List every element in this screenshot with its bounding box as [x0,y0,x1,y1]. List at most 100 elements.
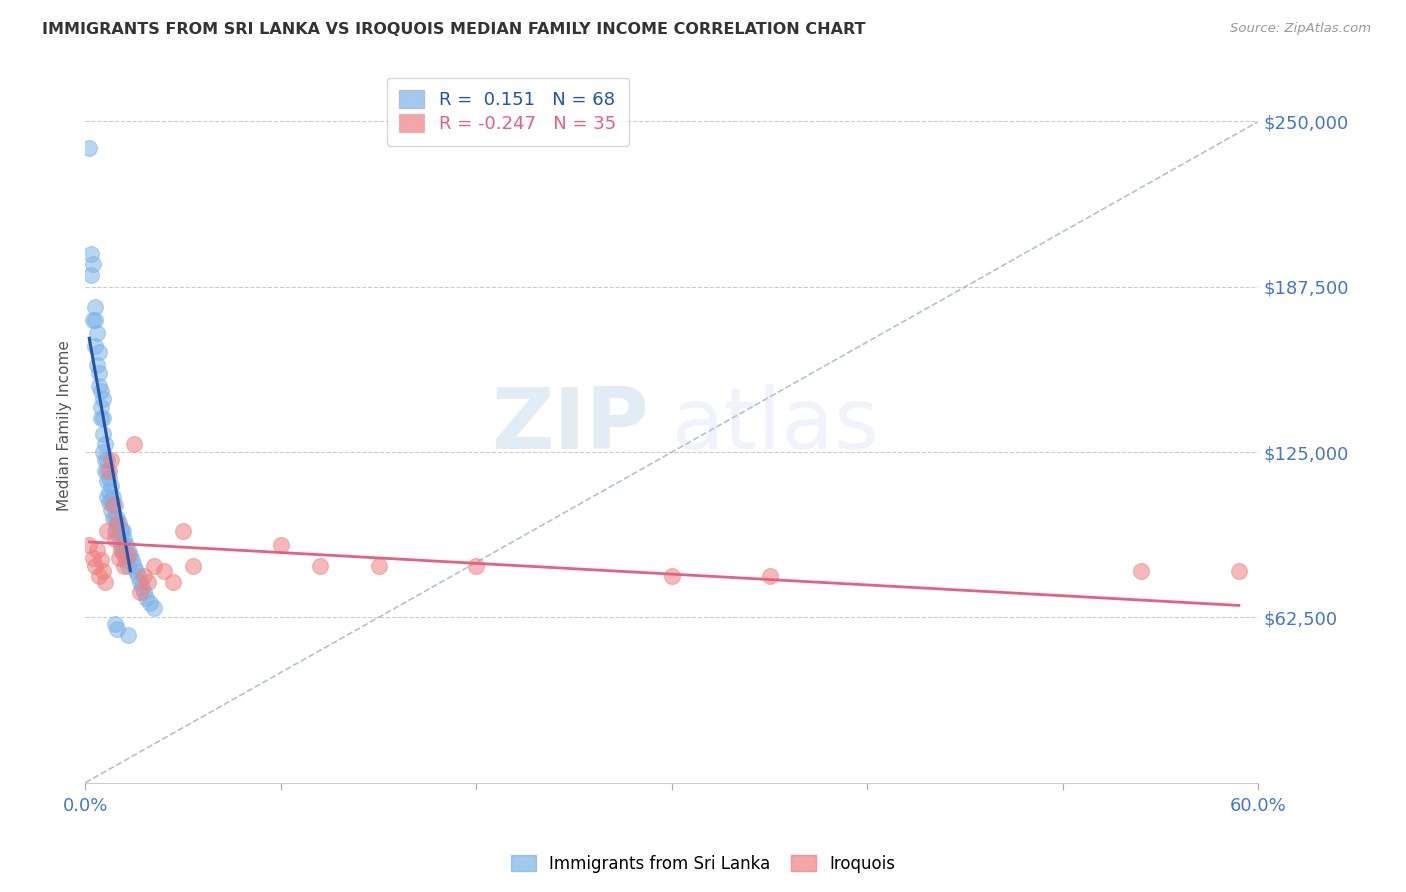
Point [86,542,108,557]
Point [661,569,683,583]
Point [87,366,110,380]
Point [114,533,136,547]
Point [115,553,138,567]
Point [87,379,110,393]
Point [110,538,132,552]
Point [117,558,139,573]
Legend: R =  0.151   N = 68, R = -0.247   N = 35: R = 0.151 N = 68, R = -0.247 N = 35 [387,78,628,146]
Point [104,524,127,539]
Legend: Immigrants from Sri Lanka, Iroquois: Immigrants from Sri Lanka, Iroquois [505,848,901,880]
Text: IMMIGRANTS FROM SRI LANKA VS IROQUOIS MEDIAN FAMILY INCOME CORRELATION CHART: IMMIGRANTS FROM SRI LANKA VS IROQUOIS ME… [42,22,866,37]
Point [135,591,157,605]
Point [97,484,120,499]
Point [136,574,159,589]
Point [97,495,120,509]
Point [117,627,139,641]
Point [84,300,107,314]
Point [115,538,138,552]
Point [96,453,118,467]
Point [1130,564,1153,578]
Point [90,410,112,425]
Text: atlas: atlas [672,384,880,467]
Point [270,538,292,552]
Point [82,313,104,327]
Point [105,511,128,525]
Point [100,503,122,517]
Point [94,574,117,589]
Text: Source: ZipAtlas.com: Source: ZipAtlas.com [1230,22,1371,36]
Point [129,585,152,599]
Point [309,558,332,573]
Point [82,257,104,271]
Point [117,548,139,562]
Point [86,358,108,372]
Point [96,474,118,488]
Point [91,392,114,406]
Point [86,326,108,340]
Point [104,498,127,512]
Point [104,511,127,525]
Point [82,550,104,565]
Point [172,524,194,539]
Point [91,426,114,441]
Point [87,569,110,583]
Point [132,569,155,583]
Point [152,564,174,578]
Point [101,490,124,504]
Point [110,524,132,539]
Point [84,558,107,573]
Point [162,574,184,589]
Point [104,533,127,547]
Point [114,548,136,562]
Point [100,492,122,507]
Point [96,464,118,478]
Point [114,538,136,552]
Point [125,564,148,578]
Point [101,498,124,512]
Point [105,516,128,531]
Point [105,622,128,636]
Point [111,542,134,557]
Point [142,601,165,615]
Point [111,524,134,539]
Point [90,553,112,567]
Point [129,574,152,589]
Point [84,339,107,353]
Point [1227,564,1250,578]
Point [122,558,145,573]
Point [90,400,112,414]
Point [96,524,118,539]
Point [758,569,780,583]
Point [181,558,204,573]
Point [367,558,389,573]
Point [132,585,155,599]
Point [91,564,114,578]
Point [91,445,114,459]
Point [127,569,149,583]
Point [94,464,117,478]
Point [107,530,129,544]
Point [84,313,107,327]
Point [120,548,142,562]
Point [97,464,120,478]
Point [114,558,136,573]
Point [101,511,124,525]
Point [465,558,488,573]
Point [107,550,129,565]
Point [97,471,120,485]
Point [94,437,117,451]
Point [142,558,165,573]
Point [79,538,101,552]
Point [121,553,143,567]
Point [105,522,128,536]
Point [122,437,145,451]
Point [90,384,112,399]
Point [80,246,103,260]
Point [107,516,129,531]
Y-axis label: Median Family Income: Median Family Income [58,340,72,511]
Point [94,453,117,467]
Point [117,542,139,557]
Point [80,268,103,282]
Point [104,617,127,632]
Point [100,479,122,493]
